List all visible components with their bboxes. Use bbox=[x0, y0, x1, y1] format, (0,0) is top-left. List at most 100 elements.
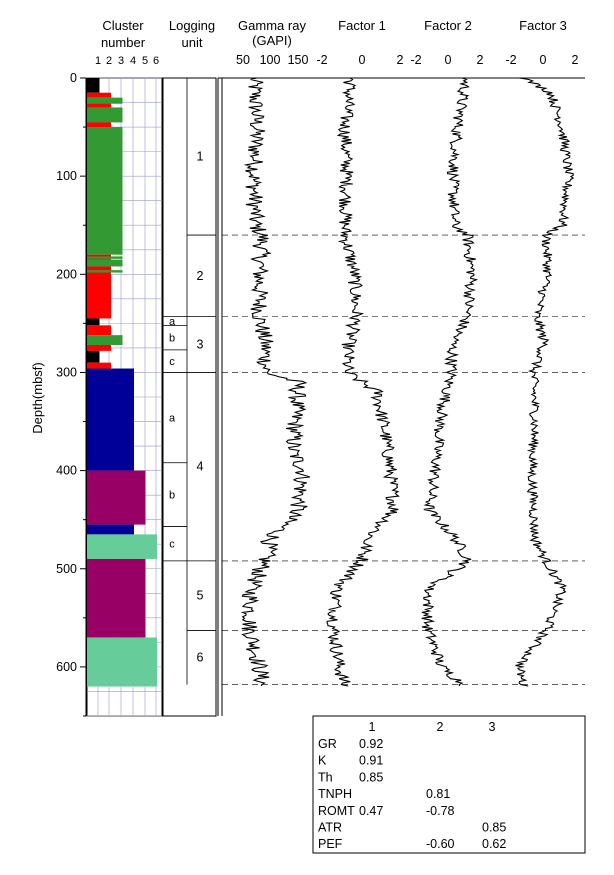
gamma-tick-label: 150 bbox=[288, 53, 309, 67]
factor2-curve bbox=[421, 77, 479, 686]
loadings-variable: ATR bbox=[318, 821, 342, 835]
column-tick-labels: 1 2 3 4 5 6 50 100 150 -2 0 2 -2 0 2 -2 … bbox=[95, 53, 579, 67]
gamma-tick-label: 50 bbox=[236, 53, 250, 67]
cluster-stripe bbox=[87, 111, 123, 114]
gamma-tick-label: 100 bbox=[260, 53, 281, 67]
depth-tick-label: 600 bbox=[56, 660, 77, 674]
subunit-label: b bbox=[169, 490, 175, 502]
cluster-block bbox=[87, 97, 123, 103]
factor2-tick-label: 2 bbox=[477, 53, 484, 67]
gamma-title-line2: (GAPI) bbox=[252, 33, 292, 48]
cluster-block bbox=[87, 362, 111, 369]
factor3-tick-label: 0 bbox=[540, 53, 547, 67]
unit-label: 6 bbox=[197, 651, 204, 665]
loadings-value: 0.85 bbox=[482, 821, 506, 835]
cluster-stripe bbox=[87, 543, 157, 547]
loadings-value: 0.62 bbox=[482, 837, 506, 851]
cluster-block bbox=[87, 122, 111, 128]
cluster-stripe bbox=[87, 487, 146, 490]
depth-tick-label: 400 bbox=[56, 464, 77, 478]
gamma-curve bbox=[240, 77, 311, 687]
cluster-block bbox=[87, 259, 123, 267]
loadings-variable: Th bbox=[318, 770, 333, 784]
depth-tick-label: 100 bbox=[56, 169, 77, 183]
loadings-table-frame bbox=[312, 715, 586, 854]
gamma-title-line1: Gamma ray bbox=[238, 18, 306, 33]
subunit-label: c bbox=[169, 539, 175, 551]
cluster-tick-label: 1 bbox=[95, 55, 101, 67]
cluster-block bbox=[87, 127, 123, 255]
factor1-tick-label: 0 bbox=[359, 53, 366, 67]
cluster-block bbox=[87, 344, 111, 351]
loadings-header-f2: 2 bbox=[437, 720, 444, 734]
unit-label: 5 bbox=[197, 589, 204, 603]
factor2-tick-label: 0 bbox=[445, 53, 452, 67]
cluster-stripe bbox=[87, 590, 146, 593]
factor1-tick-label: 2 bbox=[397, 53, 404, 67]
column-titles: Cluster number Logging unit Gamma ray (G… bbox=[101, 18, 567, 50]
cluster-stripe bbox=[87, 474, 146, 477]
cluster-block bbox=[87, 266, 111, 319]
subunit-label: a bbox=[169, 316, 176, 328]
depth-tick-label: 200 bbox=[56, 267, 77, 281]
factor2-tick-label: -2 bbox=[410, 53, 421, 67]
depth-tick-label: 0 bbox=[70, 71, 77, 85]
depth-axis: Depth(mbsf) 0 100 200 300 400 500 600 bbox=[30, 71, 87, 717]
loadings-value: 0.91 bbox=[359, 754, 383, 768]
loadings-value: -0.78 bbox=[426, 804, 455, 818]
cluster-tick-label: 6 bbox=[153, 55, 159, 67]
cluster-blocks bbox=[87, 78, 157, 687]
cluster-tick-label: 2 bbox=[106, 55, 112, 67]
loadings-value: -0.60 bbox=[426, 837, 455, 851]
curve-area bbox=[217, 77, 585, 716]
loadings-value: 0.81 bbox=[426, 787, 450, 801]
factor3-tick-label: -2 bbox=[505, 53, 516, 67]
cluster-block bbox=[87, 558, 146, 638]
cluster-stripe bbox=[87, 515, 146, 518]
cluster-tick-label: 3 bbox=[118, 55, 124, 67]
unit-label: 4 bbox=[197, 460, 204, 474]
depth-tick-label: 300 bbox=[56, 365, 77, 379]
cluster-stripe bbox=[87, 256, 123, 259]
cluster-stripe bbox=[87, 567, 146, 570]
loadings-variable: K bbox=[318, 754, 327, 768]
cluster-block bbox=[87, 325, 111, 336]
loadings-variable: PEF bbox=[318, 837, 343, 851]
cluster-block bbox=[87, 78, 100, 93]
cluster-title-line2: number bbox=[101, 35, 146, 50]
cluster-column bbox=[86, 77, 163, 717]
unit-frame bbox=[162, 77, 217, 717]
loadings-header-f1: 1 bbox=[369, 720, 376, 734]
loadings-header-f3: 3 bbox=[489, 720, 496, 734]
loadings-value: 0.47 bbox=[359, 804, 383, 818]
units-title-line2: unit bbox=[182, 35, 203, 50]
loadings-rows: GR 0.92 K 0.91 Th 0.85 TNPH 0.81 ROMT 0.47 -0.78 AT… bbox=[318, 737, 506, 851]
factor2-title: Factor 2 bbox=[424, 18, 472, 33]
cluster-block bbox=[87, 92, 111, 98]
loadings-value: 0.85 bbox=[359, 770, 383, 784]
cluster-stripe bbox=[87, 184, 123, 188]
loadings-table: 1 2 3 GR 0.92 K 0.91 Th 0.85 TNPH 0.81 ROMT 0.47 -… bbox=[312, 715, 586, 854]
cluster-title-line1: Cluster bbox=[102, 18, 144, 33]
cluster-block bbox=[87, 107, 123, 123]
cluster-stripe bbox=[87, 614, 146, 618]
unit-label: 3 bbox=[197, 337, 204, 351]
cluster-block bbox=[87, 368, 134, 471]
cluster-stripe bbox=[87, 270, 123, 273]
depth-tick-label: 500 bbox=[56, 562, 77, 576]
loadings-variable: GR bbox=[318, 737, 337, 751]
cluster-block bbox=[87, 335, 123, 345]
units-title-line1: Logging bbox=[169, 18, 215, 33]
cluster-stripe bbox=[87, 119, 123, 123]
factor3-tick-label: 2 bbox=[572, 53, 579, 67]
curve-lines bbox=[240, 77, 575, 687]
factor3-title: Factor 3 bbox=[519, 18, 567, 33]
cluster-stripe bbox=[87, 101, 123, 104]
cluster-tick-label: 5 bbox=[142, 55, 148, 67]
subunit-label: c bbox=[169, 356, 175, 368]
subunit-label: a bbox=[169, 413, 176, 425]
cluster-block bbox=[87, 102, 111, 108]
